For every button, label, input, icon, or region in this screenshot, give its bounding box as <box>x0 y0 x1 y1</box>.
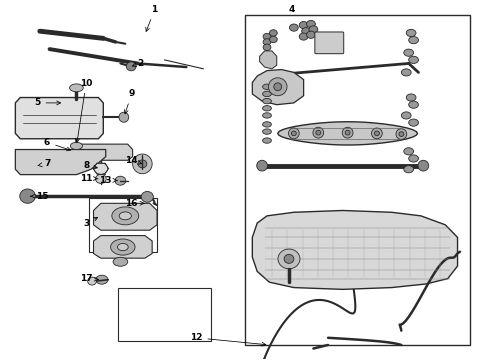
Text: 16: 16 <box>125 199 144 208</box>
Ellipse shape <box>409 56 418 63</box>
Ellipse shape <box>371 128 382 139</box>
Text: 8: 8 <box>83 161 98 170</box>
Ellipse shape <box>113 257 128 266</box>
Text: 11: 11 <box>80 174 98 183</box>
Text: 17: 17 <box>80 274 98 283</box>
Ellipse shape <box>263 91 271 96</box>
Text: 12: 12 <box>190 333 266 346</box>
Ellipse shape <box>278 249 300 269</box>
Ellipse shape <box>313 127 324 138</box>
Ellipse shape <box>406 30 416 37</box>
Polygon shape <box>278 122 417 145</box>
Ellipse shape <box>70 84 83 92</box>
Ellipse shape <box>396 129 407 139</box>
Text: 4: 4 <box>288 5 294 14</box>
Ellipse shape <box>309 26 318 33</box>
Ellipse shape <box>269 78 287 96</box>
Bar <box>118 288 211 341</box>
FancyBboxPatch shape <box>315 32 343 54</box>
Text: 7: 7 <box>38 159 50 168</box>
Ellipse shape <box>409 119 418 126</box>
Polygon shape <box>15 149 106 175</box>
Polygon shape <box>15 98 103 139</box>
Ellipse shape <box>119 112 129 122</box>
Ellipse shape <box>409 155 418 162</box>
Ellipse shape <box>299 22 308 29</box>
Bar <box>245 15 470 345</box>
Ellipse shape <box>292 131 296 136</box>
Polygon shape <box>252 211 458 289</box>
Ellipse shape <box>401 112 411 119</box>
Ellipse shape <box>96 175 106 183</box>
Text: 14: 14 <box>125 156 142 165</box>
Text: 10: 10 <box>75 79 93 142</box>
Ellipse shape <box>141 192 153 202</box>
Ellipse shape <box>263 129 271 134</box>
Ellipse shape <box>111 239 135 255</box>
Ellipse shape <box>290 24 298 31</box>
Text: 2: 2 <box>132 59 143 68</box>
Text: 6: 6 <box>44 138 71 151</box>
Ellipse shape <box>345 130 350 135</box>
Text: 5: 5 <box>34 98 61 107</box>
Ellipse shape <box>263 98 271 104</box>
Ellipse shape <box>307 31 316 39</box>
Ellipse shape <box>284 255 294 264</box>
Ellipse shape <box>409 101 418 108</box>
Ellipse shape <box>94 163 108 174</box>
Ellipse shape <box>263 113 271 118</box>
Ellipse shape <box>71 142 82 149</box>
Ellipse shape <box>112 207 139 225</box>
Text: 9: 9 <box>124 89 135 114</box>
Ellipse shape <box>399 132 404 136</box>
Ellipse shape <box>118 243 128 251</box>
Ellipse shape <box>270 36 277 42</box>
Polygon shape <box>74 144 133 160</box>
Ellipse shape <box>133 154 152 174</box>
Ellipse shape <box>401 69 411 76</box>
Ellipse shape <box>302 28 311 35</box>
Ellipse shape <box>20 189 35 203</box>
Ellipse shape <box>263 138 271 143</box>
Ellipse shape <box>374 131 379 136</box>
Ellipse shape <box>96 275 108 284</box>
Polygon shape <box>94 203 157 230</box>
Ellipse shape <box>263 105 271 111</box>
Ellipse shape <box>119 212 131 220</box>
Text: 1: 1 <box>146 5 158 31</box>
Ellipse shape <box>263 122 271 127</box>
Text: 3: 3 <box>83 217 98 228</box>
Ellipse shape <box>263 33 271 40</box>
Ellipse shape <box>88 277 97 285</box>
Ellipse shape <box>316 130 321 135</box>
Ellipse shape <box>263 84 271 89</box>
Polygon shape <box>260 51 277 69</box>
Polygon shape <box>252 69 304 105</box>
Ellipse shape <box>409 37 418 44</box>
Ellipse shape <box>418 160 429 171</box>
Ellipse shape <box>138 160 147 168</box>
Ellipse shape <box>307 21 316 28</box>
Ellipse shape <box>406 94 416 101</box>
Ellipse shape <box>404 166 414 173</box>
Bar <box>89 198 157 252</box>
Ellipse shape <box>115 176 126 185</box>
Ellipse shape <box>342 127 353 138</box>
Ellipse shape <box>299 33 308 40</box>
Ellipse shape <box>126 62 136 71</box>
Polygon shape <box>94 235 152 258</box>
Text: 13: 13 <box>99 176 118 185</box>
Ellipse shape <box>289 128 299 139</box>
Ellipse shape <box>404 49 414 56</box>
Ellipse shape <box>274 83 282 91</box>
Ellipse shape <box>404 148 414 155</box>
Text: 15: 15 <box>30 192 49 201</box>
Ellipse shape <box>263 39 271 45</box>
Ellipse shape <box>270 30 277 36</box>
Ellipse shape <box>257 160 268 171</box>
Ellipse shape <box>263 44 271 50</box>
